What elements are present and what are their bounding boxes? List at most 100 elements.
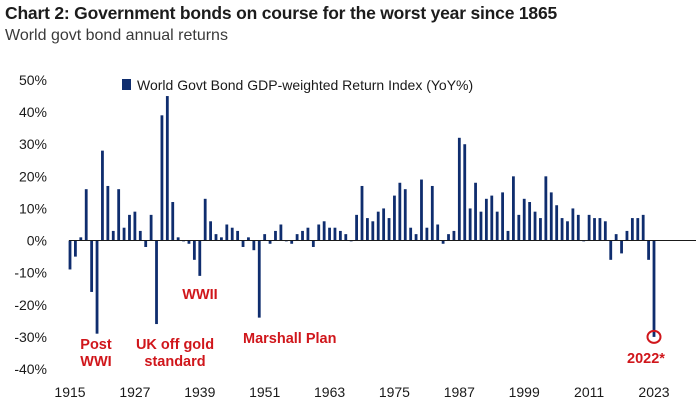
x-tick-label: 1915 <box>54 384 85 400</box>
bar-1987 <box>457 137 461 241</box>
x-tick-label: 2011 <box>574 384 604 400</box>
bar-1995 <box>501 192 504 241</box>
y-tick-label: -40% <box>14 361 47 377</box>
bar-1928 <box>138 230 142 241</box>
bar-1937 <box>187 240 191 244</box>
x-tick-label: 1975 <box>379 384 410 400</box>
bar-1975 <box>393 195 396 241</box>
bar-1930 <box>149 214 153 241</box>
bar-1948 <box>247 237 250 241</box>
bar-1952 <box>268 240 272 244</box>
bar-1998 <box>517 214 521 241</box>
bar-1927 <box>133 211 137 241</box>
bar-1994 <box>495 211 499 241</box>
bar-1980 <box>420 179 423 241</box>
bar-1970 <box>366 218 369 241</box>
x-tick-label: 2023 <box>638 384 669 400</box>
bar-2009 <box>576 214 580 241</box>
legend-swatch <box>122 79 131 90</box>
bar-2014 <box>603 221 607 241</box>
bar-1917 <box>79 237 83 241</box>
annotation-label: standard <box>144 354 205 370</box>
bar-1962 <box>322 221 326 241</box>
bar-1972 <box>376 211 380 241</box>
y-tick-label: 30% <box>19 136 47 152</box>
bar-1991 <box>479 211 483 241</box>
bar-1944 <box>225 224 229 241</box>
bar-1964 <box>333 227 337 241</box>
bar-1971 <box>371 221 375 241</box>
x-tick-label: 1987 <box>444 384 475 400</box>
bar-2007 <box>566 221 569 241</box>
bar-1958 <box>301 230 304 241</box>
annotation-label: WWII <box>182 287 217 303</box>
bar-1923 <box>111 230 115 241</box>
bar-2017 <box>620 240 623 254</box>
bar-1978 <box>409 227 413 241</box>
bar-1996 <box>506 230 510 241</box>
bar-1974 <box>387 218 391 241</box>
bar-1990 <box>474 182 477 241</box>
y-tick-label: 50% <box>19 72 47 88</box>
bar-1953 <box>274 230 277 241</box>
x-tick-label: 1963 <box>314 384 345 400</box>
bar-2006 <box>560 218 564 241</box>
legend: World Govt Bond GDP-weighted Return Inde… <box>122 77 473 93</box>
annotation-label: Marshall Plan <box>243 331 336 347</box>
bar-1973 <box>382 208 386 241</box>
bar-1922 <box>106 185 110 241</box>
bar-1984 <box>441 240 445 244</box>
y-axis-ticks: 50% 40% 30% 20% 10% 0% -10% -20% -30% -40% <box>14 72 47 377</box>
bar-1924 <box>117 189 121 241</box>
bar-2001 <box>533 211 537 241</box>
y-tick-label: 0% <box>27 233 47 249</box>
bar-1918 <box>84 189 88 241</box>
bar-1966 <box>344 234 348 241</box>
x-tick-label: 1939 <box>184 384 215 400</box>
legend-label: World Govt Bond GDP-weighted Return Inde… <box>137 77 473 93</box>
bar-2016 <box>614 234 618 241</box>
bar-1931 <box>155 240 158 325</box>
bar-1985 <box>447 234 450 241</box>
bar-1999 <box>522 198 526 241</box>
bar-1989 <box>468 208 472 241</box>
bar-1977 <box>403 189 407 241</box>
bar-1932 <box>160 115 164 241</box>
bar-1963 <box>328 227 331 241</box>
bar-2021 <box>641 214 645 241</box>
bar-2015 <box>609 240 613 260</box>
annotation-label: WWI <box>80 354 111 370</box>
bar-2012 <box>593 218 596 241</box>
bar-2023 <box>652 240 656 337</box>
bar-1929 <box>144 240 148 247</box>
bar-2018 <box>625 230 629 241</box>
y-tick-label: 20% <box>19 168 47 184</box>
bar-1939 <box>198 240 202 276</box>
bar-1925 <box>122 227 126 241</box>
bar-1961 <box>317 224 321 241</box>
bar-2008 <box>571 208 575 241</box>
bar-2003 <box>544 176 548 241</box>
annotation-label: UK off gold <box>136 337 214 353</box>
bar-1983 <box>436 224 440 241</box>
bar-1968 <box>355 214 358 241</box>
x-axis-ticks: 1915 1927 1939 1951 1963 1975 1987 1999 2011 2023 <box>54 384 669 400</box>
bar-1997 <box>512 176 515 241</box>
bar-1933 <box>165 96 169 241</box>
bar-1992 <box>484 198 488 241</box>
bar-1965 <box>338 230 342 241</box>
bar-1956 <box>290 240 294 244</box>
y-tick-label: 40% <box>19 104 47 120</box>
bar-1988 <box>463 144 467 241</box>
bar-1934 <box>171 202 175 241</box>
bar-1921 <box>101 150 104 241</box>
bar-1946 <box>236 230 240 241</box>
chart-subtitle: World govt bond annual returns <box>5 27 228 44</box>
bar-1941 <box>209 221 212 241</box>
bar-2000 <box>528 202 532 241</box>
bar-1960 <box>311 240 315 247</box>
bar-2004 <box>549 192 553 241</box>
x-tick-label: 1951 <box>249 384 280 400</box>
bar-1943 <box>220 237 223 241</box>
